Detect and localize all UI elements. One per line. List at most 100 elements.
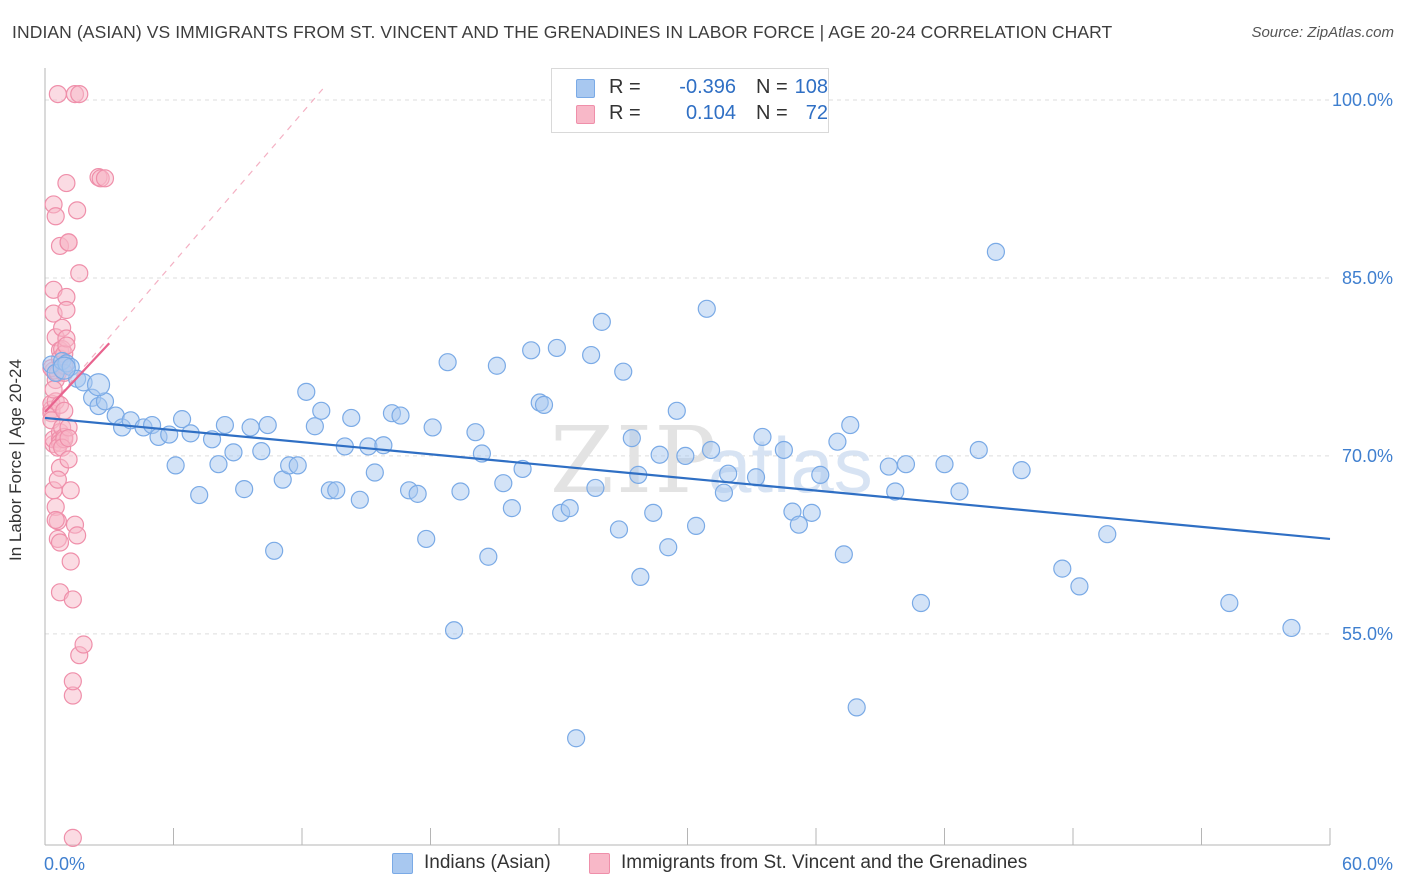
immigrants-point	[48, 84, 67, 104]
immigrants-point	[68, 526, 87, 545]
indians-point	[312, 401, 331, 420]
legend-swatch-pink	[576, 105, 595, 124]
indians-point	[879, 457, 898, 476]
gridlines	[45, 99, 1330, 635]
y-tick-labels: 55.0% 70.0% 85.0% 100.0%	[1332, 90, 1393, 644]
indians-point	[417, 529, 436, 549]
indians-point	[828, 432, 847, 451]
indians-point	[753, 427, 772, 447]
indians-point	[258, 415, 277, 435]
indians-point	[408, 484, 427, 503]
indians-point	[622, 429, 641, 448]
indians-point	[522, 341, 541, 360]
indians-point	[342, 408, 361, 428]
indians-point	[466, 423, 485, 442]
indians-point	[567, 729, 586, 748]
indians-point	[444, 621, 464, 640]
y-tick-label: 70.0%	[1342, 446, 1393, 466]
legend-n-value: 108	[794, 76, 828, 98]
immigrants-point	[61, 552, 80, 571]
x-tick-labels: 0.0% 60.0%	[44, 854, 1393, 874]
immigrants-point	[70, 264, 89, 283]
y-tick-label: 55.0%	[1342, 624, 1393, 644]
indians-point	[297, 382, 316, 401]
x-ticks	[44, 828, 1331, 845]
immigrants-point	[61, 481, 80, 500]
indians-point	[487, 356, 506, 375]
immigrants-point	[95, 169, 115, 188]
watermark: ZIP atlas	[550, 407, 873, 514]
series-indians-points	[42, 242, 1301, 748]
immigrants-point	[59, 450, 78, 469]
legend-swatch-blue	[392, 853, 413, 874]
legend-n-label: N =	[756, 102, 788, 124]
legend-swatch-pink	[589, 853, 610, 874]
indians-point	[802, 503, 821, 522]
indians-point	[714, 483, 734, 502]
indians-point	[969, 440, 988, 460]
immigrants-point	[63, 828, 82, 847]
indians-point	[1282, 618, 1301, 638]
indians-point	[676, 446, 695, 466]
immigrants-point	[50, 533, 70, 552]
indians-point	[886, 482, 905, 501]
immigrants-point	[74, 635, 93, 654]
indians-point	[697, 299, 716, 318]
indians-point	[746, 468, 766, 487]
immigrants-point	[70, 84, 89, 104]
indians-point	[1098, 525, 1117, 544]
indians-point	[365, 463, 384, 482]
indians-point	[391, 406, 410, 425]
immigrants-point	[63, 672, 82, 691]
indians-point	[1053, 559, 1072, 578]
x-tick-label-min: 0.0%	[44, 854, 85, 874]
indians-point	[986, 242, 1006, 261]
immigrants-point	[46, 510, 65, 530]
indians-point	[451, 482, 470, 501]
immigrants-point	[55, 401, 74, 420]
indians-point	[502, 499, 521, 518]
indians-point	[789, 515, 808, 534]
indians-point	[560, 499, 579, 518]
immigrants-point	[48, 470, 67, 489]
indians-point	[166, 456, 185, 475]
source-credit: Source: ZipAtlas.com	[1251, 24, 1394, 41]
indians-point	[181, 424, 200, 443]
legend-r-label: R =	[609, 76, 641, 98]
indians-point	[911, 593, 931, 613]
y-tick-label: 85.0%	[1342, 268, 1393, 288]
indians-point	[1012, 461, 1031, 480]
y-axis-label: In Labor Force | Age 20-24	[6, 359, 25, 561]
indians-point	[582, 345, 601, 365]
immigrants-trend-line	[44, 342, 111, 413]
indians-point	[686, 516, 706, 535]
indians-point	[631, 567, 650, 587]
immigrants-point	[59, 233, 78, 252]
indians-point	[1070, 577, 1089, 596]
indians-point	[811, 465, 830, 484]
indians-point	[719, 464, 738, 483]
indians-point	[327, 481, 346, 500]
indians-point	[86, 373, 111, 397]
series-immigrants-points	[42, 84, 115, 847]
indians-point	[494, 474, 513, 493]
indians-point	[534, 395, 554, 414]
indians-point	[614, 362, 633, 381]
indians-point	[896, 455, 916, 474]
indians-trend-line	[44, 416, 1331, 541]
y-tick-label: 100.0%	[1332, 90, 1393, 110]
indians-point	[172, 410, 192, 429]
legend-n-label: N =	[756, 76, 788, 98]
indians-point	[52, 356, 76, 380]
bottom-legend-label: Immigrants from St. Vincent and the Gren…	[621, 852, 1028, 873]
indians-point	[592, 312, 611, 331]
legend-n-value: 72	[805, 102, 828, 124]
indians-point	[935, 455, 954, 474]
stats-legend: R = -0.396 N = 108 R = 0.104 N = 72	[551, 68, 829, 133]
indians-point	[847, 698, 866, 717]
immigrants-point	[57, 336, 76, 355]
indians-point	[479, 547, 498, 566]
x-tick-label-max: 60.0%	[1342, 854, 1393, 874]
indians-point	[1220, 593, 1239, 613]
